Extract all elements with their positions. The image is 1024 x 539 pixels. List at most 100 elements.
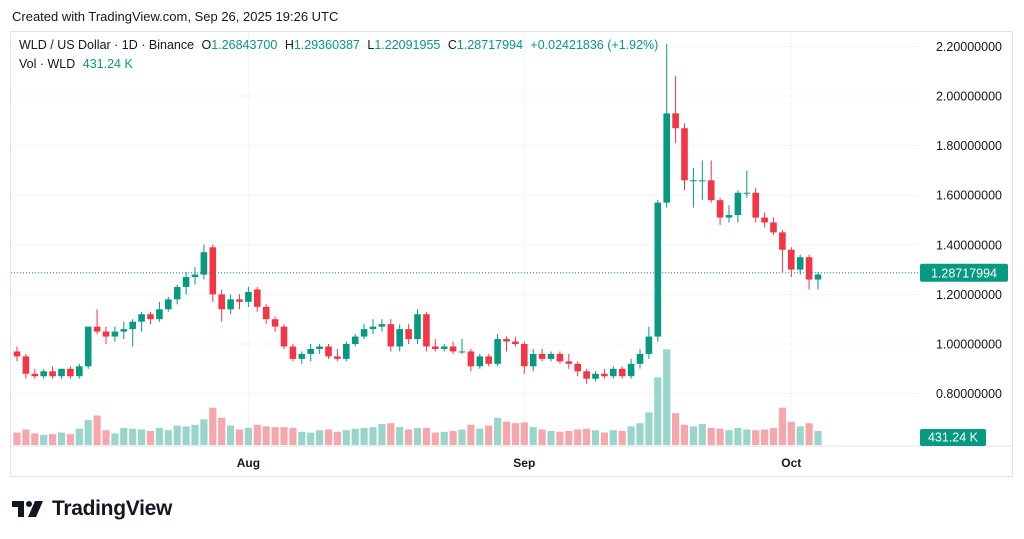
- candle[interactable]: [663, 43, 670, 208]
- candle[interactable]: [396, 324, 403, 352]
- candle[interactable]: [440, 344, 448, 352]
- candle[interactable]: [547, 351, 555, 362]
- candle[interactable]: [147, 311, 154, 325]
- volume-bar: [636, 423, 644, 445]
- candle[interactable]: [627, 358, 635, 379]
- candle[interactable]: [182, 272, 190, 295]
- candle[interactable]: [191, 267, 199, 285]
- candle[interactable]: [512, 336, 519, 347]
- candle[interactable]: [218, 289, 225, 322]
- candle[interactable]: [565, 353, 573, 369]
- candle[interactable]: [779, 229, 786, 273]
- candle[interactable]: [467, 348, 475, 372]
- candle[interactable]: [654, 200, 662, 342]
- candle[interactable]: [31, 368, 39, 379]
- candle[interactable]: [725, 205, 733, 223]
- candle[interactable]: [93, 309, 101, 335]
- candle[interactable]: [583, 368, 590, 384]
- candle[interactable]: [681, 123, 688, 191]
- candle[interactable]: [521, 341, 528, 374]
- candle[interactable]: [165, 296, 172, 312]
- candle[interactable]: [378, 319, 386, 332]
- candle[interactable]: [298, 351, 306, 364]
- candle[interactable]: [814, 272, 822, 290]
- candle[interactable]: [796, 254, 804, 275]
- candle[interactable]: [707, 160, 715, 203]
- chart-grid: [11, 32, 1012, 447]
- candle[interactable]: [432, 339, 439, 352]
- candle[interactable]: [610, 366, 617, 379]
- candle[interactable]: [200, 244, 208, 280]
- candle[interactable]: [690, 167, 697, 208]
- candle[interactable]: [22, 353, 30, 379]
- candle[interactable]: [351, 334, 359, 347]
- candle[interactable]: [40, 368, 47, 379]
- candle[interactable]: [209, 244, 217, 302]
- candle[interactable]: [458, 339, 466, 354]
- candle[interactable]: [636, 348, 644, 369]
- candle[interactable]: [280, 324, 288, 349]
- candle-body: [654, 202, 662, 337]
- candle[interactable]: [672, 76, 679, 144]
- candle[interactable]: [156, 301, 163, 322]
- candle[interactable]: [538, 348, 546, 362]
- candle[interactable]: [405, 324, 412, 344]
- candle[interactable]: [618, 366, 626, 379]
- candle[interactable]: [111, 326, 119, 342]
- candle[interactable]: [138, 311, 145, 332]
- candle[interactable]: [387, 319, 395, 352]
- candle[interactable]: [556, 351, 564, 364]
- candle[interactable]: [743, 170, 751, 198]
- candle[interactable]: [699, 160, 706, 201]
- candle[interactable]: [770, 217, 777, 235]
- candle[interactable]: [716, 197, 724, 225]
- candle[interactable]: [343, 341, 350, 362]
- candle[interactable]: [334, 348, 341, 362]
- tradingview-brand[interactable]: TradingView: [12, 497, 172, 521]
- candle[interactable]: [494, 334, 501, 367]
- candle-body: [191, 274, 199, 278]
- candle[interactable]: [84, 326, 92, 369]
- candle[interactable]: [360, 324, 368, 340]
- candle[interactable]: [423, 311, 430, 352]
- candle[interactable]: [245, 286, 252, 307]
- candle[interactable]: [67, 366, 74, 379]
- candle[interactable]: [503, 336, 510, 352]
- candle[interactable]: [316, 344, 323, 354]
- candle[interactable]: [449, 341, 457, 354]
- candle[interactable]: [788, 247, 795, 278]
- candle[interactable]: [752, 187, 759, 223]
- candle[interactable]: [271, 316, 279, 332]
- candle[interactable]: [254, 286, 261, 312]
- candle[interactable]: [76, 363, 83, 379]
- candle[interactable]: [761, 212, 768, 228]
- candle[interactable]: [325, 344, 332, 359]
- candle[interactable]: [734, 190, 742, 223]
- candle[interactable]: [805, 254, 813, 290]
- candle[interactable]: [173, 284, 181, 305]
- candle[interactable]: [529, 348, 537, 372]
- candle[interactable]: [574, 361, 581, 377]
- chart-frame[interactable]: [10, 31, 1013, 477]
- candle-body: [209, 247, 217, 295]
- candle[interactable]: [307, 344, 314, 362]
- candle[interactable]: [645, 326, 653, 359]
- candle[interactable]: [414, 309, 421, 344]
- candle[interactable]: [49, 366, 56, 379]
- candle[interactable]: [601, 368, 608, 379]
- candle-body: [182, 277, 190, 287]
- candle[interactable]: [227, 294, 234, 315]
- candle[interactable]: [236, 294, 243, 310]
- candle[interactable]: [476, 353, 484, 369]
- candle[interactable]: [289, 344, 297, 362]
- candle[interactable]: [129, 319, 136, 347]
- candle[interactable]: [13, 346, 21, 362]
- candle[interactable]: [262, 304, 270, 325]
- candle[interactable]: [592, 371, 599, 382]
- candle[interactable]: [369, 319, 377, 335]
- candle[interactable]: [120, 321, 128, 340]
- candle[interactable]: [58, 368, 65, 379]
- candle[interactable]: [102, 326, 110, 344]
- candle[interactable]: [485, 353, 492, 367]
